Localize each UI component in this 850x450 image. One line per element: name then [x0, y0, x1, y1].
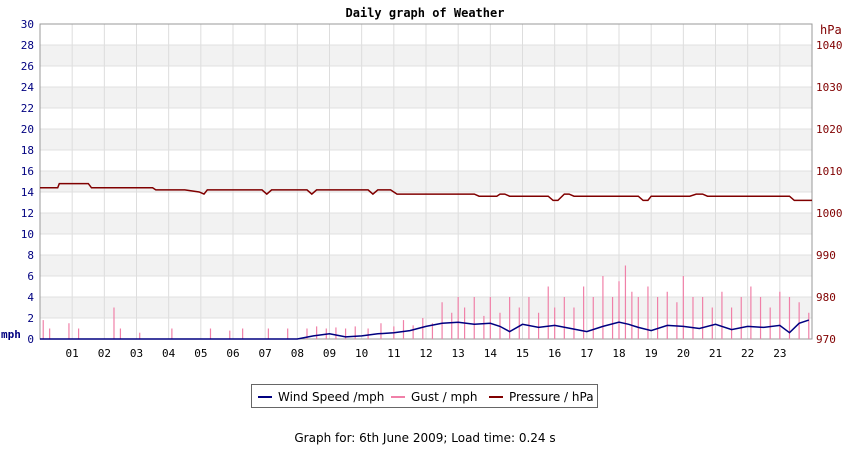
- right-axis-tick-label: 1030: [816, 81, 843, 94]
- x-axis-tick-label: 09: [323, 347, 336, 360]
- legend-swatch-gust: [391, 395, 405, 398]
- right-axis-tick-label: 990: [816, 249, 836, 262]
- x-axis-tick-label: 12: [419, 347, 432, 360]
- right-axis-tick-label: 1020: [816, 123, 843, 136]
- legend-swatch-pressure: [489, 395, 503, 398]
- left-axis-tick-label: 10: [21, 228, 34, 241]
- x-axis-tick-label: 16: [548, 347, 561, 360]
- left-axis-tick-label: 30: [21, 18, 34, 31]
- legend-item-wind-speed: Wind Speed /mph: [258, 390, 384, 404]
- left-axis-tick-label: 2: [27, 312, 34, 325]
- x-axis-tick-label: 19: [645, 347, 658, 360]
- legend-item-pressure: Pressure / hPa: [489, 390, 594, 404]
- left-axis-tick-label: 4: [27, 291, 34, 304]
- weather-chart: 0246810121416182022242628309709809901000…: [1, 6, 843, 360]
- x-axis-tick-label: 23: [773, 347, 786, 360]
- x-axis-tick-label: 13: [452, 347, 465, 360]
- left-axis-unit-label: mph: [1, 328, 21, 341]
- left-axis-tick-label: 16: [21, 165, 34, 178]
- right-axis-unit-label: hPa: [820, 23, 842, 37]
- left-axis-tick-label: 28: [21, 39, 34, 52]
- x-axis-tick-label: 02: [98, 347, 111, 360]
- left-axis-tick-label: 18: [21, 144, 34, 157]
- right-axis-tick-label: 980: [816, 291, 836, 304]
- x-axis-tick-label: 22: [741, 347, 754, 360]
- x-axis-tick-label: 03: [130, 347, 143, 360]
- left-axis-tick-label: 26: [21, 60, 34, 73]
- right-axis-tick-label: 970: [816, 333, 836, 346]
- legend-item-gust: Gust / mph: [391, 390, 477, 404]
- axis-labels: 0246810121416182022242628309709809901000…: [21, 18, 843, 360]
- legend-label-wind-speed: Wind Speed /mph: [278, 390, 385, 404]
- x-axis-tick-label: 11: [387, 347, 400, 360]
- right-axis-tick-label: 1000: [816, 207, 843, 220]
- left-axis-tick-label: 14: [21, 186, 35, 199]
- right-axis-tick-label: 1040: [816, 39, 843, 52]
- legend: Wind Speed /mph Gust / mph Pressure / hP…: [251, 384, 598, 408]
- legend-label-pressure: Pressure / hPa: [509, 390, 594, 404]
- left-axis-tick-label: 0: [27, 333, 34, 346]
- pressure-line: [40, 182, 812, 202]
- x-axis-tick-label: 17: [580, 347, 593, 360]
- wind-speed-line: [40, 319, 810, 340]
- left-axis-tick-label: 12: [21, 207, 34, 220]
- x-axis-tick-label: 14: [484, 347, 498, 360]
- x-axis-tick-label: 01: [66, 347, 79, 360]
- legend-swatch-wind-speed: [258, 395, 272, 398]
- chart-title: Daily graph of Weather: [346, 6, 505, 20]
- left-axis-tick-label: 24: [21, 81, 35, 94]
- series-layer: [40, 182, 812, 340]
- x-axis-tick-label: 05: [194, 347, 207, 360]
- x-axis-tick-label: 15: [516, 347, 529, 360]
- plot-frame: [39, 23, 813, 340]
- x-axis-tick-label: 20: [677, 347, 690, 360]
- footer-status: Graph for: 6th June 2009; Load time: 0.2…: [294, 431, 556, 445]
- right-axis-tick-label: 1010: [816, 165, 843, 178]
- x-axis-tick-label: 10: [355, 347, 368, 360]
- x-axis-tick-label: 06: [226, 347, 239, 360]
- left-axis-tick-label: 6: [27, 270, 34, 283]
- x-axis-tick-label: 08: [291, 347, 304, 360]
- x-axis-tick-label: 04: [162, 347, 176, 360]
- left-axis-tick-label: 8: [27, 249, 34, 262]
- left-axis-tick-label: 20: [21, 123, 34, 136]
- x-axis-tick-label: 18: [612, 347, 625, 360]
- x-axis-tick-label: 07: [259, 347, 272, 360]
- x-axis-tick-label: 21: [709, 347, 722, 360]
- left-axis-tick-label: 22: [21, 102, 34, 115]
- legend-label-gust: Gust / mph: [411, 390, 478, 404]
